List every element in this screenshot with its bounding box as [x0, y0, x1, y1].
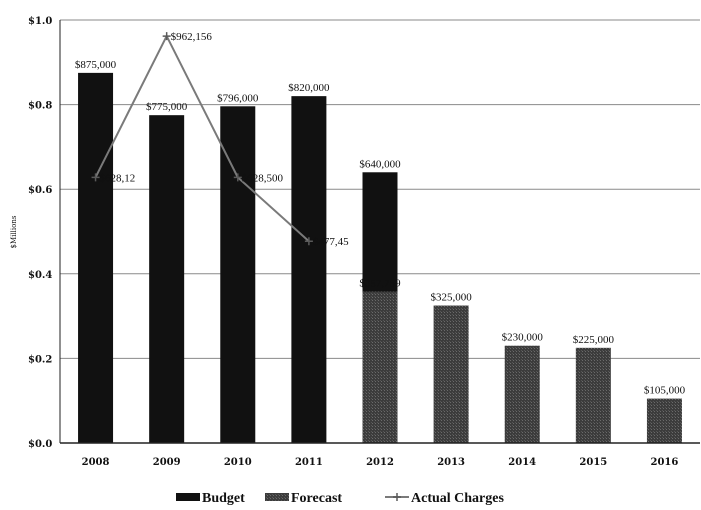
legend-swatch-forecast	[265, 493, 289, 501]
actual-charges-marker	[304, 237, 313, 246]
forecast-value-label: $105,000	[644, 385, 686, 397]
actual-charges-value-label: $477,45	[313, 236, 349, 248]
forecast-value-label: $325,000	[430, 292, 472, 304]
forecast-bar	[362, 291, 398, 443]
y-axis: $0.0 $0.2 $0.4 $0.6 $0.8 $1.0 $Millions	[10, 16, 61, 450]
x-tick-label: 2015	[579, 457, 607, 468]
forecast-bar	[433, 305, 469, 443]
budget-value-label: $820,000	[288, 82, 330, 94]
y-axis-label: $Millions	[10, 215, 18, 248]
y-tick-label: $0.8	[28, 101, 52, 112]
x-tick-label: 2016	[651, 457, 679, 468]
actual-charges-line	[91, 32, 313, 246]
budget-value-label: $775,000	[146, 101, 188, 113]
y-tick-label: $0.6	[28, 185, 52, 196]
x-tick-label: 2011	[295, 457, 323, 468]
actual-charges-marker	[91, 173, 100, 182]
forecast-value-label: $357,759	[359, 278, 401, 290]
actual-charges-value-label: $628,12	[100, 172, 136, 184]
legend-label: Forecast	[291, 491, 342, 506]
actual-charges-value-label: $628,500	[242, 172, 284, 184]
data-labels: $875,000 $775,000 $796,000 $820,000 $640,000…	[75, 31, 686, 397]
legend-marker-actual-charges	[393, 493, 401, 501]
budget-value-label: $875,000	[75, 59, 117, 71]
y-tick-label: $0.0	[28, 439, 52, 450]
x-tick-label: 2013	[437, 457, 465, 468]
budget-bar	[149, 115, 185, 444]
y-tick-label: $1.0	[28, 16, 52, 27]
x-tick-label: 2010	[224, 457, 252, 468]
forecast-value-label: $230,000	[502, 332, 544, 344]
forecast-bar	[575, 347, 611, 443]
y-tick-label: $0.4	[28, 270, 52, 281]
budget-value-label: $640,000	[359, 158, 401, 170]
budget-bar	[78, 72, 114, 443]
x-axis: 2008 2009 2010 2011 2012 2013 2014 2015 2016	[60, 442, 700, 468]
x-tick-label: 2014	[508, 457, 536, 468]
actual-charges-marker	[162, 32, 171, 41]
forecast-bar	[504, 345, 540, 443]
y-tick-label: $0.2	[28, 354, 52, 365]
legend-label: Budget	[202, 491, 245, 506]
forecast-value-label: $225,000	[573, 334, 615, 346]
budget-bar	[220, 106, 256, 444]
actual-charges-polyline	[94, 33, 310, 242]
x-tick-label: 2009	[153, 457, 181, 468]
actual-charges-marker	[233, 173, 242, 182]
x-tick-label: 2008	[82, 457, 110, 468]
budget-value-label: $796,000	[217, 92, 259, 104]
x-tick-label: 2012	[366, 457, 394, 468]
budget-bar	[291, 96, 327, 443]
actual-charges-value-label: $962,156	[171, 31, 213, 43]
legend-swatch-budget	[176, 493, 200, 501]
legend: Budget Forecast Actual Charges	[176, 491, 504, 506]
forecast-bar	[646, 398, 682, 443]
bars	[78, 72, 682, 444]
legend-label: Actual Charges	[411, 491, 504, 506]
